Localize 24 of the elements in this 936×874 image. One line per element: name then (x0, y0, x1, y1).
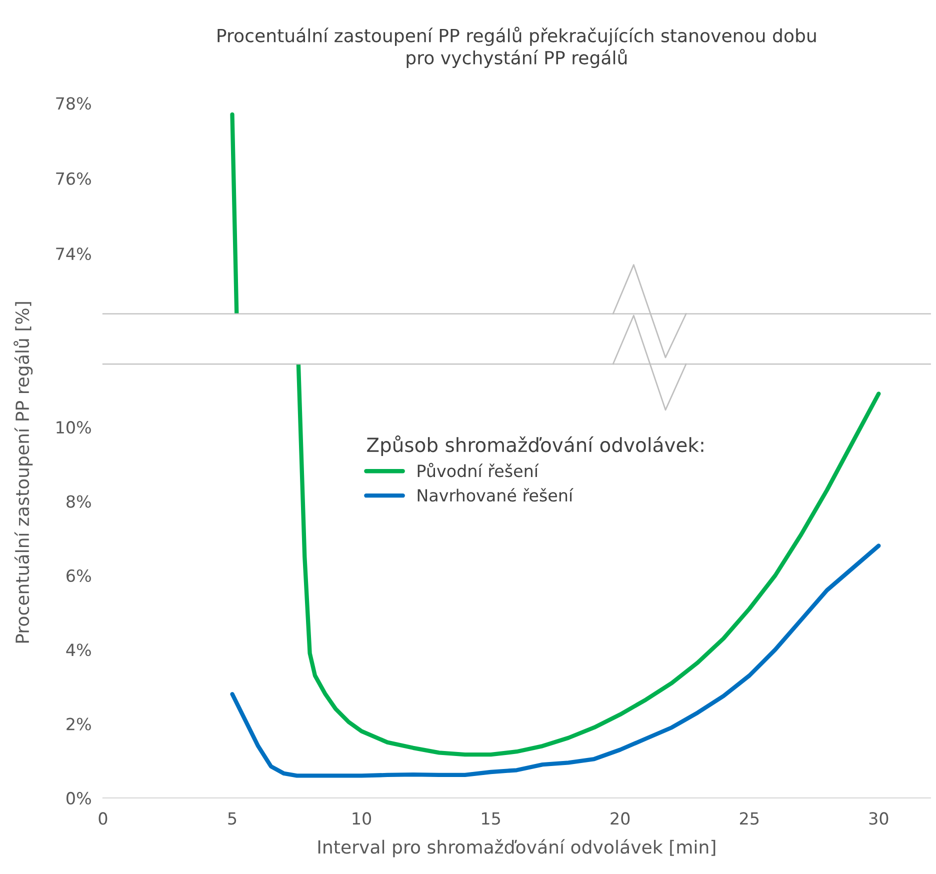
chart-title: Procentuální zastoupení PP regálů překračujících stanovenou dobu pro vychystání PP regálů (218, 26, 816, 68)
legend-label: Původní řešení (418, 462, 539, 478)
y-tick-label: 8% (66, 495, 91, 508)
x-tick-label: 10 (352, 812, 372, 825)
y-tick-label: 4% (66, 644, 91, 656)
line-series (296, 364, 881, 757)
x-tick-label: 5 (228, 812, 236, 825)
x-tick-label: 15 (482, 812, 500, 825)
x-tick-label: 0 (98, 812, 108, 825)
legend-title: Způsob shromažďování odvolávek: (367, 435, 704, 456)
line-series (230, 544, 881, 778)
y-axis-title: Procentuální zastoupení PP regálů [%] (14, 302, 33, 643)
x-tick-label: 30 (869, 812, 888, 825)
legend-label: Navrhované řešení (418, 488, 574, 502)
y-tick-label: 74% (56, 248, 91, 260)
y-tick-label: 6% (66, 569, 91, 582)
y-tick-label: 78% (56, 97, 91, 110)
y-tick-label: 76% (56, 172, 91, 185)
x-tick-label: 20 (610, 812, 630, 825)
y-tick-label: 0% (66, 792, 91, 805)
x-tick-label: 25 (740, 812, 759, 825)
y-tick-label: 10% (56, 421, 91, 434)
y-tick-label: 2% (66, 718, 91, 730)
x-axis-title: Interval pro shromažďování odvolávek [min] (318, 839, 716, 858)
